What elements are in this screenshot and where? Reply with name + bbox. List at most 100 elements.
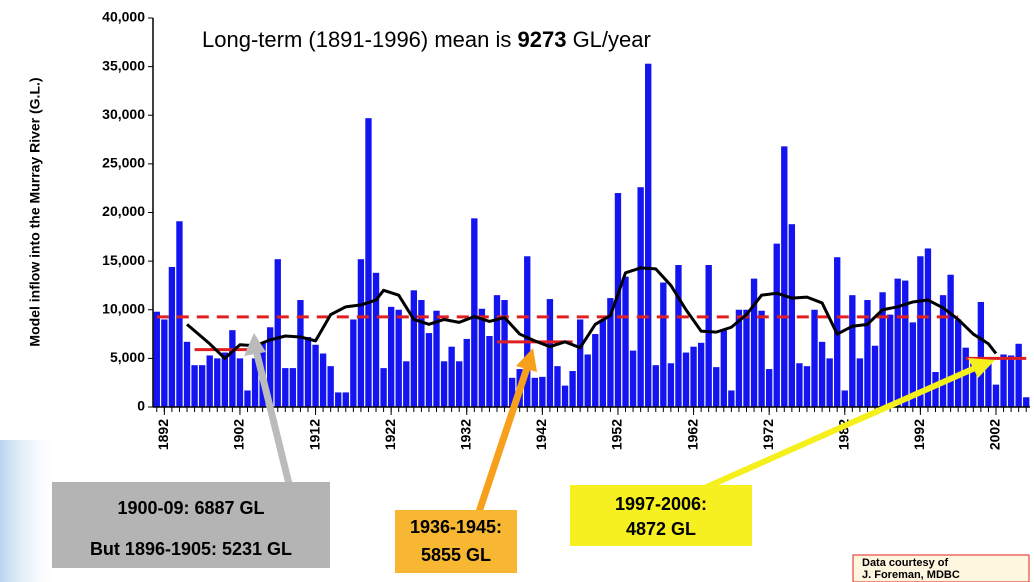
bar bbox=[486, 336, 493, 407]
bar bbox=[856, 358, 864, 407]
arrow bbox=[252, 349, 294, 489]
bar bbox=[282, 368, 289, 407]
y-tick-label: 15,000 bbox=[102, 252, 145, 268]
x-tick-label: 1922 bbox=[382, 419, 398, 450]
bar bbox=[584, 354, 591, 407]
bar bbox=[849, 295, 856, 407]
bar bbox=[319, 353, 327, 407]
bar bbox=[153, 311, 160, 407]
bar bbox=[236, 358, 244, 407]
bar bbox=[992, 384, 1000, 407]
bar bbox=[622, 276, 629, 407]
annotation-box bbox=[570, 485, 752, 546]
bar bbox=[508, 377, 516, 407]
bar bbox=[191, 365, 198, 407]
bar bbox=[750, 278, 758, 407]
bar bbox=[1023, 397, 1030, 407]
bar bbox=[811, 309, 818, 407]
bar bbox=[221, 352, 228, 407]
bar bbox=[425, 333, 433, 407]
chart-title: Long-term (1891-1996) mean is 9273 GL/ye… bbox=[202, 27, 651, 52]
bar bbox=[758, 310, 765, 407]
bar bbox=[607, 298, 614, 407]
bar bbox=[917, 256, 924, 407]
bar bbox=[894, 278, 901, 407]
bar bbox=[251, 358, 259, 407]
y-tick-label: 40,000 bbox=[102, 9, 145, 25]
bar bbox=[380, 368, 387, 407]
bar bbox=[667, 363, 675, 407]
annotation-text: 5855 GL bbox=[421, 545, 491, 565]
x-tick-label: 2002 bbox=[987, 419, 1003, 450]
bar bbox=[183, 341, 191, 407]
y-tick-label: 35,000 bbox=[102, 57, 145, 73]
bar bbox=[357, 259, 365, 407]
x-tick-label: 1892 bbox=[155, 419, 171, 450]
bar bbox=[297, 300, 304, 407]
x-tick-label: 1962 bbox=[684, 419, 700, 450]
y-tick-label: 25,000 bbox=[102, 155, 145, 171]
bar bbox=[372, 272, 380, 407]
bar bbox=[456, 361, 463, 407]
x-tick-label: 1932 bbox=[457, 419, 473, 450]
bar bbox=[728, 390, 735, 407]
credit-text: Data courtesy of bbox=[862, 557, 949, 569]
x-tick-label: 1912 bbox=[306, 419, 322, 450]
bar bbox=[539, 376, 546, 407]
bar bbox=[546, 299, 554, 407]
bar bbox=[902, 280, 909, 407]
bar bbox=[985, 358, 992, 407]
bar bbox=[947, 274, 954, 407]
bar bbox=[592, 334, 599, 407]
title-part: Long-term (1891-1996) mean is bbox=[202, 27, 518, 52]
bar bbox=[614, 193, 622, 407]
bar bbox=[773, 243, 780, 407]
plot-area: 0 5,000 10,000 15,000 20,000 25,000 30,000 35,0… bbox=[102, 9, 1030, 450]
bar bbox=[955, 319, 962, 407]
bar bbox=[826, 358, 833, 407]
bar bbox=[524, 256, 531, 407]
bar bbox=[637, 187, 644, 407]
title-value: 9273 bbox=[518, 27, 567, 52]
bar bbox=[365, 118, 372, 407]
bar bbox=[871, 345, 879, 407]
x-tick-label: 1942 bbox=[533, 419, 549, 450]
bar bbox=[675, 265, 682, 407]
bar bbox=[645, 63, 652, 408]
x-tick-label: 1972 bbox=[760, 419, 776, 450]
annotation-text: 1900-09: 6887 GL bbox=[117, 498, 264, 518]
bar bbox=[690, 346, 697, 407]
bar bbox=[720, 330, 727, 407]
bar bbox=[478, 308, 486, 407]
bar bbox=[962, 347, 969, 407]
bar bbox=[1007, 355, 1015, 407]
bar bbox=[599, 319, 607, 407]
x-tick-label: 1952 bbox=[609, 419, 625, 450]
bar bbox=[803, 366, 811, 407]
bar bbox=[629, 350, 637, 407]
bar bbox=[493, 295, 501, 407]
bar bbox=[569, 371, 576, 407]
bar bbox=[395, 309, 402, 407]
bar bbox=[697, 342, 705, 407]
bar bbox=[471, 218, 478, 407]
annotation-text: 1936-1945: bbox=[410, 517, 502, 537]
x-tick-label: 1902 bbox=[231, 419, 247, 450]
bar bbox=[682, 352, 690, 407]
background-decor bbox=[0, 440, 60, 582]
bar bbox=[267, 327, 274, 407]
bar bbox=[765, 369, 773, 407]
bar bbox=[214, 358, 221, 407]
credit-box bbox=[852, 554, 1030, 582]
annotation-text: But 1896-1905: 5231 GL bbox=[90, 539, 292, 559]
bar bbox=[312, 344, 319, 407]
x-tick-label: 1992 bbox=[911, 419, 927, 450]
bar bbox=[403, 361, 410, 407]
credit-text: J. Foreman, MDBC bbox=[862, 569, 960, 581]
bar bbox=[841, 390, 848, 407]
bar bbox=[713, 367, 720, 407]
bar bbox=[1000, 354, 1007, 407]
arrowhead bbox=[968, 358, 995, 378]
y-tick-label: 30,000 bbox=[102, 106, 145, 122]
